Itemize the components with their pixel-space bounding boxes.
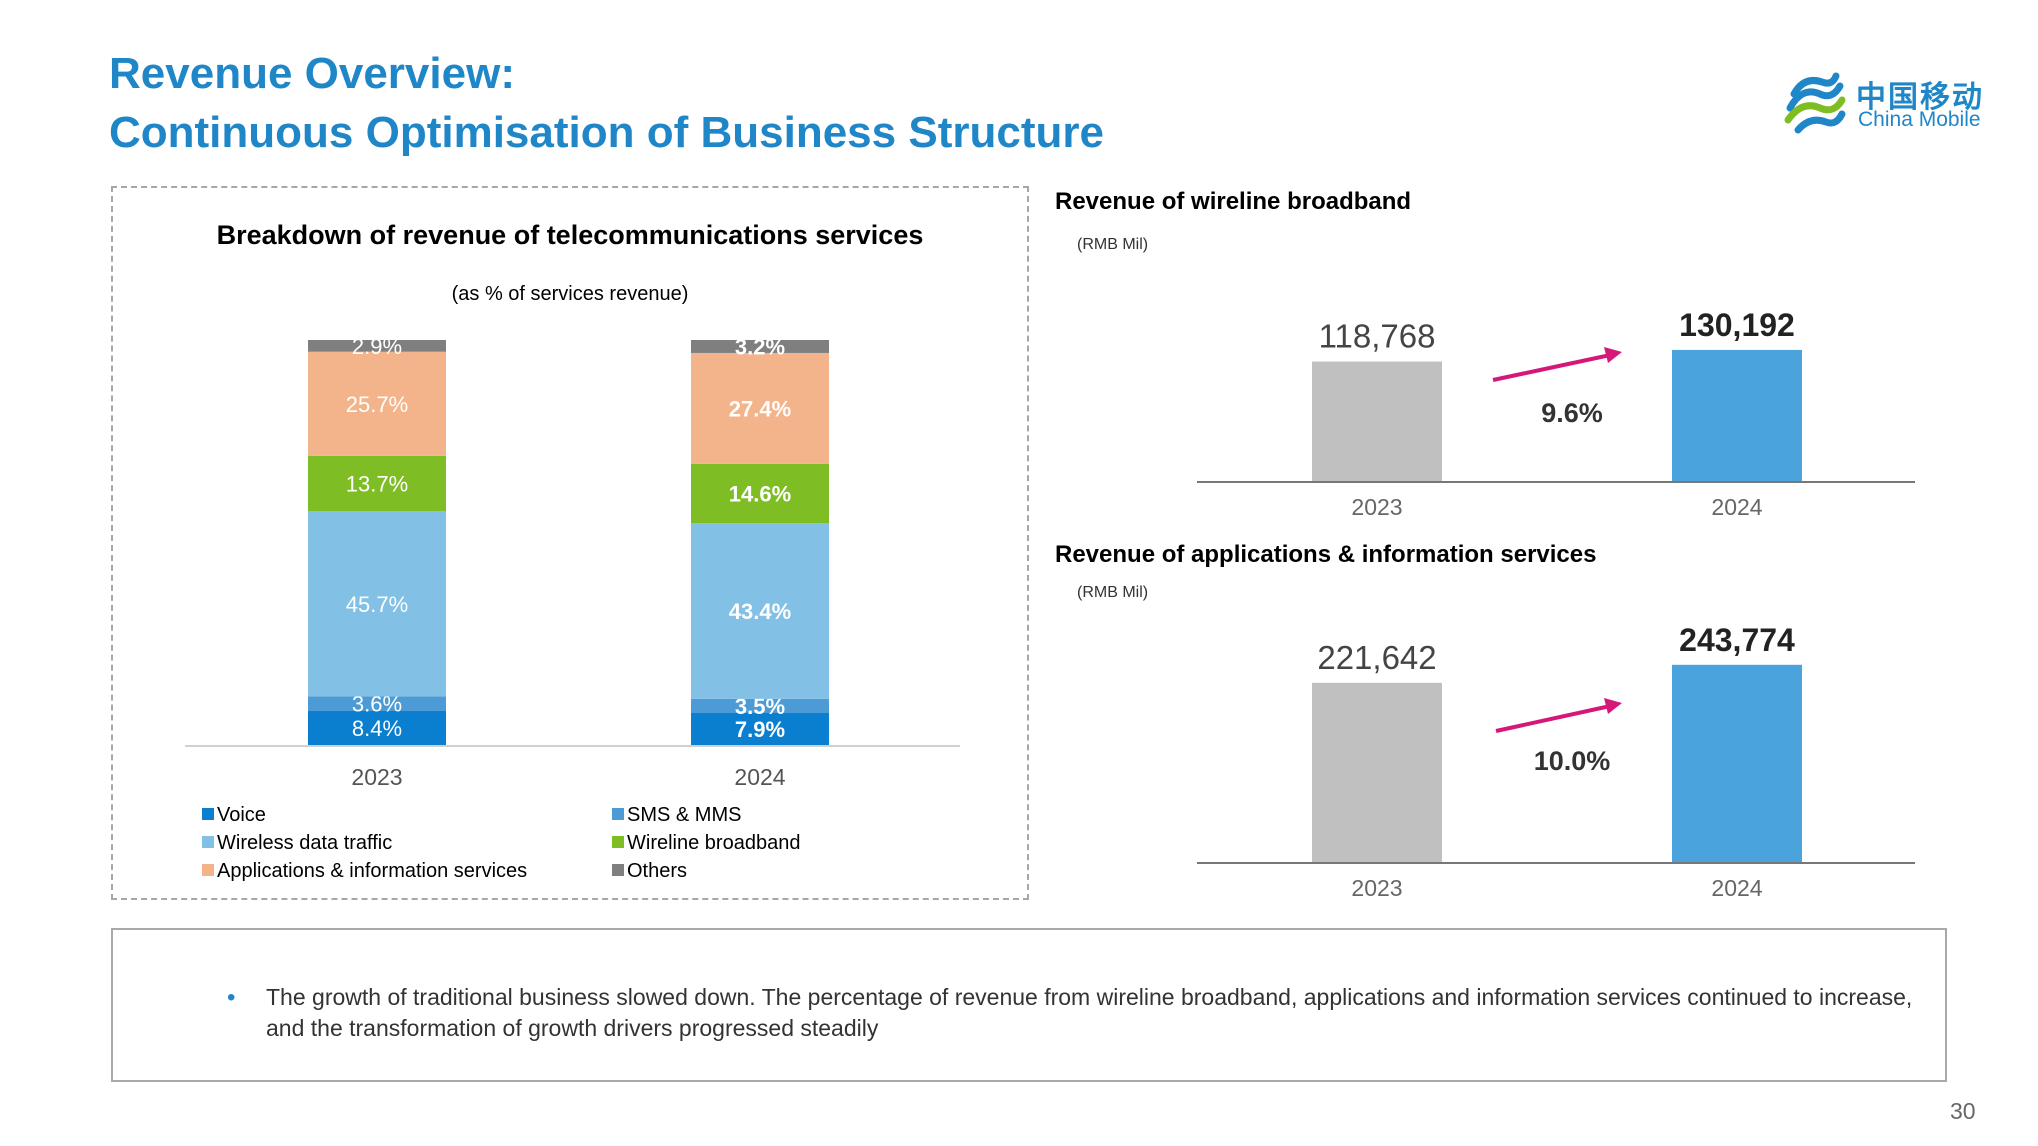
logo-text-cn: 中国移动 (1856, 80, 1984, 115)
legend-label-sms-mms: SMS & MMS (627, 804, 742, 826)
legend-swatch-others (612, 864, 624, 876)
broadband-growth-arrow-icon (1492, 353, 1609, 382)
legend-swatch-wireline-broadband (612, 836, 624, 848)
apps-value-label-2023: 221,642 (1317, 639, 1436, 676)
apps-value-label-2024: 243,774 (1679, 622, 1795, 658)
logo-text-en: China Mobile (1858, 108, 1981, 131)
legend-swatch-applications-information-services (202, 864, 214, 876)
apps-chart-unit: (RMB Mil) (1077, 584, 1149, 601)
apps-growth-arrowhead-icon (1604, 698, 1622, 714)
breakdown-chart-title: Breakdown of revenue of telecommunicatio… (216, 220, 924, 250)
broadband-x-tick-label-2023: 2023 (1351, 494, 1402, 520)
legend-item-voice: Voice (202, 804, 266, 827)
legend-label-applications-information-services: Applications & information services (217, 860, 528, 882)
summary-text: The growth of traditional business slowe… (266, 984, 1913, 1041)
page-number: 30 (1950, 1098, 1976, 1124)
apps-bar-2024 (1672, 664, 1802, 863)
apps-x-tick-label-2023: 2023 (1351, 875, 1402, 901)
apps-x-tick-label-2024: 2024 (1711, 875, 1762, 901)
apps-growth-label: 10.0% (1534, 746, 1611, 776)
apps-growth-arrow-icon (1495, 704, 1609, 733)
broadband-bar-2024 (1672, 349, 1802, 482)
apps-bar-2023 (1312, 682, 1442, 863)
legend-item-others: Others (612, 860, 687, 883)
breakdown-chart-subtitle: (as % of services revenue) (451, 283, 689, 305)
china-mobile-logo: 中国移动 China Mobile (1780, 64, 2000, 144)
legend-item-wireless-data-traffic: Wireless data traffic (202, 832, 392, 855)
broadband-chart-unit: (RMB Mil) (1077, 236, 1149, 253)
broadband-value-label-2023: 118,768 (1319, 318, 1436, 355)
page-title-line2: Continuous Optimisation of Business Stru… (109, 108, 1104, 157)
broadband-x-tick-label-2024: 2024 (1711, 494, 1762, 520)
broadband-chart-title: Revenue of wireline broadband (1055, 188, 1412, 215)
legend-item-applications-information-services: Applications & information services (202, 860, 527, 883)
broadband-growth-label: 9.6% (1541, 398, 1603, 428)
broadband-bar-2023 (1312, 361, 1442, 482)
legend-label-voice: Voice (217, 804, 266, 826)
apps-chart-title: Revenue of applications & information se… (1055, 541, 1597, 568)
broadband-value-label-2024: 130,192 (1679, 307, 1795, 343)
summary-note-box (111, 928, 1947, 1082)
broadband-growth-arrowhead-icon (1604, 347, 1622, 363)
legend-item-sms-mms: SMS & MMS (612, 804, 741, 827)
breakdown-panel (111, 186, 1029, 900)
legend-swatch-voice (202, 808, 214, 820)
page-title: Revenue Overview: Continuous Optimisatio… (109, 44, 1104, 162)
legend-label-wireline-broadband: Wireline broadband (627, 832, 801, 854)
legend-label-wireless-data-traffic: Wireless data traffic (217, 832, 393, 854)
legend-item-wireline-broadband: Wireline broadband (612, 832, 800, 855)
page-title-line1: Revenue Overview: (109, 49, 515, 98)
legend-label-others: Others (627, 860, 688, 882)
legend-swatch-wireless-data-traffic (202, 836, 214, 848)
china-mobile-logo-mark-icon (1784, 72, 1846, 134)
legend-swatch-sms-mms (612, 808, 624, 820)
summary-bullet: • (227, 984, 236, 1011)
